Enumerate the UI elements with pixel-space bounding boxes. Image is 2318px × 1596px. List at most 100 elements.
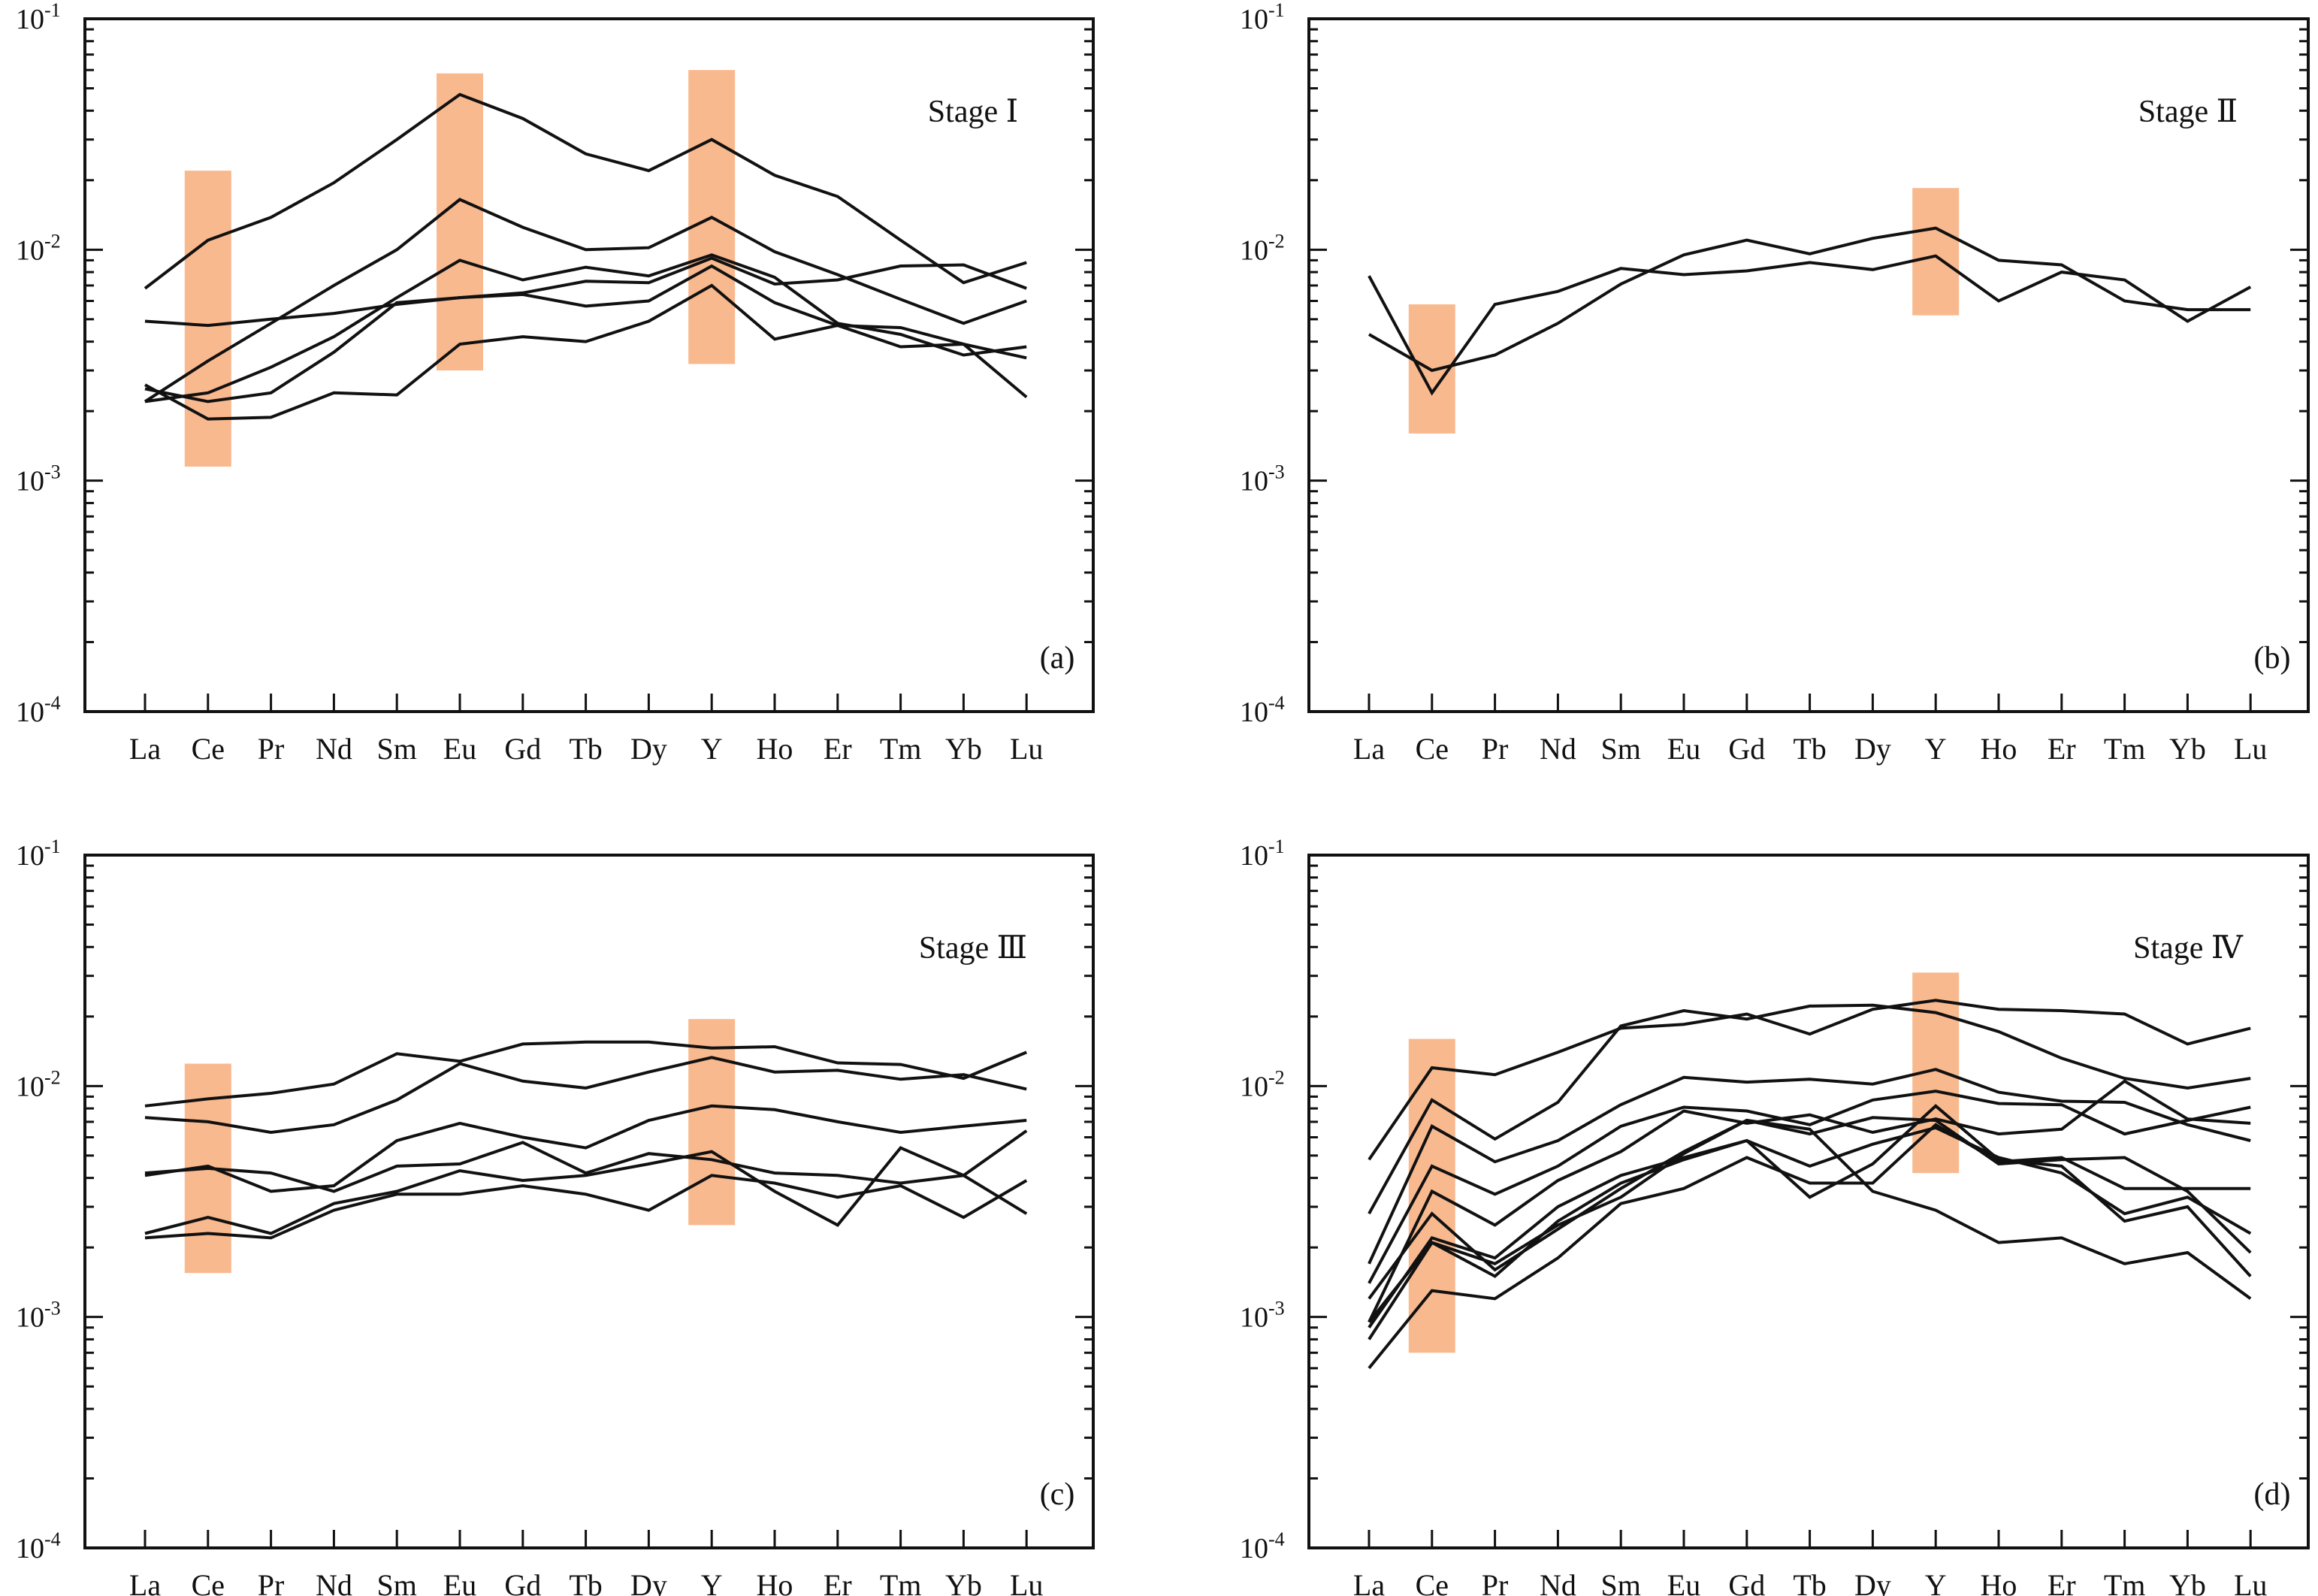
y-tick-label: 10-2 <box>1240 230 1285 266</box>
x-tick-label-gd: Gd <box>504 732 541 766</box>
x-tick-label-tm: Tm <box>880 1568 922 1596</box>
chart-panel-2: 10-1 10-2 10-3 10-4 La Ce Pr Nd Sm Eu Gd Tb Dy Y Ho Er T… <box>1240 0 2310 766</box>
series-line-7 <box>1368 1126 2252 1328</box>
series-line-2 <box>144 1056 1027 1135</box>
x-tick-label-tm: Tm <box>880 732 922 766</box>
y-tick-label: 10-3 <box>1240 1298 1285 1334</box>
y-tick-label: 10-4 <box>16 1528 61 1564</box>
highlight-band-y <box>1912 188 1960 316</box>
x-tick-label-gd: Gd <box>1728 1568 1765 1596</box>
plot-frame <box>83 17 1095 713</box>
x-tick-label-tb: Tb <box>1793 732 1826 766</box>
chart-panel-1: 10-1 10-2 10-3 10-4 La Ce Pr Nd Sm Eu Gd Tb Dy Y Ho Er T… <box>16 0 1095 766</box>
y-tick-label: 10-4 <box>16 692 61 728</box>
series-line-6 <box>144 283 1027 421</box>
highlight-band-eu <box>437 73 483 371</box>
x-tick-label-dy: Dy <box>630 732 667 766</box>
x-tick-label-pr: Pr <box>1482 1568 1509 1596</box>
chart-panel-3: 10-1 10-2 10-3 10-4 La Ce Pr Nd Sm Eu Gd Tb Dy Y Ho Er T… <box>16 836 1095 1596</box>
x-tick-label-ce: Ce <box>1416 732 1449 766</box>
stage-title: Stage Ⅱ <box>2138 95 2238 129</box>
x-tick-label-la: La <box>129 1568 161 1596</box>
x-tick-label-sm: Sm <box>377 732 417 766</box>
x-tick-label-sm: Sm <box>1601 732 1641 766</box>
x-tick-label-lu: Lu <box>1010 1568 1043 1596</box>
x-tick-label-ce: Ce <box>1416 1568 1449 1596</box>
x-tick-label-yb: Yb <box>945 1568 982 1596</box>
x-tick-label-tb: Tb <box>569 1568 602 1596</box>
chart-panel-4: 10-1 10-2 10-3 10-4 La Ce Pr Nd Sm Eu Gd Tb Dy Y Ho Er T… <box>1240 836 2310 1596</box>
series-line-1 <box>144 92 1027 290</box>
series-line-2 <box>144 198 1027 404</box>
series-line-8 <box>1368 1104 2252 1341</box>
x-tick-label-eu: Eu <box>1667 732 1700 766</box>
x-tick-label-la: La <box>1353 732 1385 766</box>
x-tick-label-er: Er <box>2048 732 2076 766</box>
y-tick-label: 10-3 <box>16 1298 61 1334</box>
series-line-1 <box>144 1040 1027 1108</box>
x-tick-label-er: Er <box>2048 1568 2076 1596</box>
panel-label: (d) <box>2254 1477 2291 1512</box>
x-tick-label-y: Y <box>701 732 723 766</box>
x-tick-label-ho: Ho <box>1981 1568 2017 1596</box>
y-tick-label: 10-4 <box>1240 1528 1285 1564</box>
x-tick-label-ce: Ce <box>192 732 225 766</box>
x-tick-label-nd: Nd <box>1540 1568 1576 1596</box>
y-tick-label: 10-3 <box>1240 461 1285 497</box>
x-tick-label-sm: Sm <box>377 1568 417 1596</box>
x-tick-label-sm: Sm <box>1601 1568 1641 1596</box>
stage-title: Stage Ⅳ <box>2133 931 2244 966</box>
x-tick-label-nd: Nd <box>316 732 352 766</box>
y-tick-label: 10-1 <box>1240 836 1285 872</box>
series-line-5 <box>1368 1079 2251 1323</box>
series-line-5 <box>144 1146 1028 1235</box>
x-tick-label-pr: Pr <box>258 1568 285 1596</box>
plot-frame <box>1307 854 2310 1549</box>
series-line-1 <box>1368 999 2251 1161</box>
x-tick-label-gd: Gd <box>504 1568 541 1596</box>
x-tick-label-nd: Nd <box>1540 732 1576 766</box>
series-line-10 <box>1368 1118 2252 1323</box>
x-tick-label-eu: Eu <box>443 732 476 766</box>
panel-label: (c) <box>1040 1477 1075 1512</box>
x-tick-label-yb: Yb <box>2169 732 2206 766</box>
series-line-3 <box>144 256 1027 328</box>
y-tick-label: 10-3 <box>16 461 61 497</box>
y-tick-label: 10-4 <box>1240 692 1285 728</box>
y-tick-label: 10-1 <box>1240 0 1285 35</box>
x-tick-label-nd: Nd <box>316 1568 352 1596</box>
y-tick-label: 10-1 <box>16 0 61 35</box>
x-tick-label-y: Y <box>1925 1568 1947 1596</box>
series-line-4 <box>144 253 1027 404</box>
x-tick-label-tm: Tm <box>2104 1568 2146 1596</box>
highlight-band-y <box>688 1019 736 1226</box>
series-line-4 <box>1368 1090 2251 1284</box>
x-tick-label-la: La <box>1353 1568 1385 1596</box>
x-tick-label-y: Y <box>701 1568 723 1596</box>
series-line-9 <box>1368 1123 2251 1370</box>
x-tick-label-ce: Ce <box>192 1568 225 1596</box>
x-tick-label-tm: Tm <box>2104 732 2146 766</box>
x-tick-label-la: La <box>129 732 161 766</box>
stage-title: Stage Ⅲ <box>919 931 1027 966</box>
x-tick-label-eu: Eu <box>443 1568 476 1596</box>
y-tick-label: 10-2 <box>16 230 61 266</box>
y-tick-label: 10-2 <box>16 1066 61 1102</box>
x-tick-label-lu: Lu <box>1010 732 1043 766</box>
series-line-4 <box>144 1129 1028 1193</box>
series-line-1 <box>1368 254 2252 396</box>
panel-label: (a) <box>1040 641 1075 676</box>
stage-title: Stage Ⅰ <box>928 95 1018 129</box>
x-tick-label-pr: Pr <box>258 732 285 766</box>
highlight-band-ce <box>184 171 231 467</box>
x-tick-label-eu: Eu <box>1667 1568 1700 1596</box>
x-tick-label-er: Er <box>824 732 852 766</box>
y-tick-label: 10-1 <box>16 836 61 872</box>
y-tick-label: 10-2 <box>1240 1066 1285 1102</box>
plot-frame <box>1307 17 2310 713</box>
series-line-6 <box>144 1174 1028 1240</box>
x-tick-label-ho: Ho <box>1981 732 2017 766</box>
x-tick-label-lu: Lu <box>2234 732 2267 766</box>
x-tick-label-y: Y <box>1925 732 1947 766</box>
